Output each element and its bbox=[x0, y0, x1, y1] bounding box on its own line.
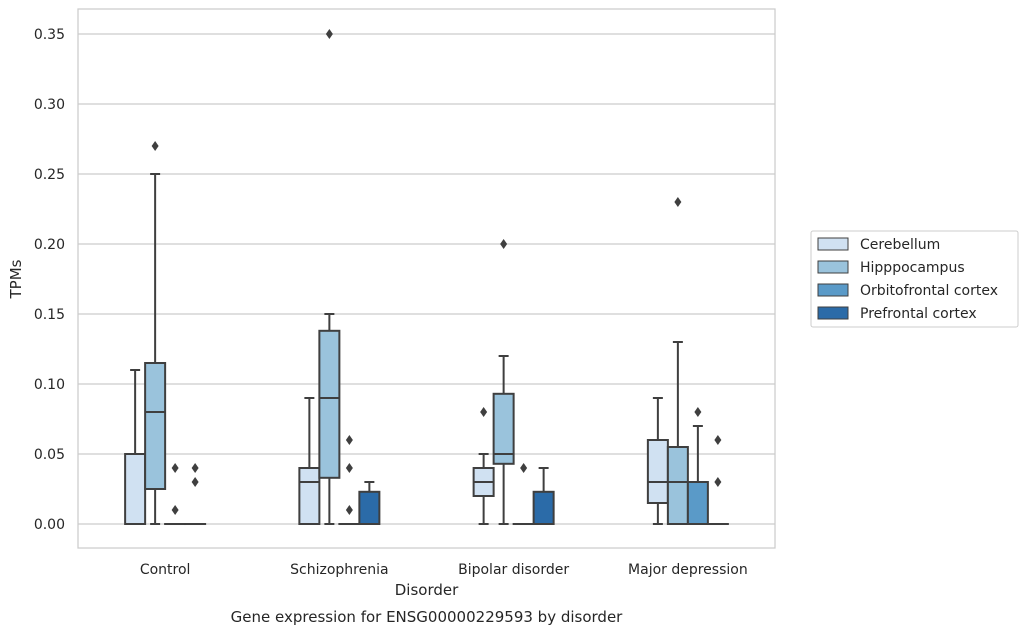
box-hipppocampus bbox=[666, 197, 689, 525]
y-tick-label: 0.10 bbox=[34, 377, 65, 393]
box-body bbox=[358, 490, 381, 525]
box-cerebellum bbox=[124, 369, 147, 525]
outlier-point bbox=[674, 197, 682, 207]
y-tick-label: 0.05 bbox=[34, 447, 65, 463]
legend-label: Prefrontal cortex bbox=[860, 306, 977, 322]
outlier-point bbox=[714, 477, 722, 487]
box-body bbox=[298, 467, 321, 525]
box-hipppocampus bbox=[318, 29, 341, 525]
x-tick-label: Major depression bbox=[628, 562, 748, 578]
outlier-point bbox=[191, 477, 199, 487]
box-body bbox=[124, 453, 147, 525]
outlier-point bbox=[345, 435, 353, 445]
outlier-point bbox=[714, 435, 722, 445]
legend: Cerebellum Hipppocampus Orbitofrontal cort… bbox=[810, 230, 1019, 328]
y-tick-label: 0.20 bbox=[34, 237, 65, 253]
outlier-point bbox=[520, 463, 528, 473]
x-tick-label: Control bbox=[140, 562, 191, 578]
y-tick-label: 0.30 bbox=[34, 97, 65, 113]
chart-caption: Gene expression for ENSG00000229593 by d… bbox=[231, 608, 624, 626]
y-tick-label: 0.00 bbox=[34, 517, 65, 533]
x-axis-label: Disorder bbox=[395, 581, 459, 599]
y-tick-label: 0.35 bbox=[34, 27, 65, 43]
box-plot-series bbox=[124, 29, 729, 526]
y-tick-labels: 0.00 0.05 0.10 0.15 0.20 0.25 0.30 0.35 bbox=[34, 27, 65, 533]
box-body bbox=[532, 490, 555, 525]
legend-label: Hipppocampus bbox=[860, 260, 965, 276]
box-prefrontal-cortex bbox=[358, 481, 381, 525]
box-prefrontal-cortex bbox=[532, 467, 555, 525]
x-tick-labels: Control Schizophrenia Bipolar disorder Majo… bbox=[140, 562, 748, 578]
outlier-point bbox=[171, 463, 179, 473]
y-tick-label: 0.15 bbox=[34, 307, 65, 323]
plot-frame bbox=[77, 8, 776, 549]
legend-frame bbox=[810, 230, 1019, 328]
box-body bbox=[646, 439, 669, 504]
y-gridlines bbox=[78, 33, 775, 525]
box-body bbox=[492, 392, 515, 465]
box-cerebellum bbox=[472, 407, 495, 525]
legend-swatch bbox=[817, 283, 849, 297]
box-hipppocampus bbox=[144, 141, 167, 525]
outlier-point bbox=[171, 505, 179, 515]
box-cerebellum bbox=[298, 397, 321, 525]
box-body bbox=[686, 481, 709, 525]
outlier-point bbox=[345, 505, 353, 515]
outlier-point bbox=[500, 239, 508, 249]
x-tick-label: Schizophrenia bbox=[290, 562, 388, 578]
legend-swatch bbox=[817, 260, 849, 274]
legend-swatch bbox=[817, 306, 849, 320]
outlier-point bbox=[191, 463, 199, 473]
box-orbitofrontal-cortex bbox=[338, 435, 361, 526]
box-body bbox=[318, 329, 341, 479]
legend-swatch bbox=[817, 237, 849, 251]
legend-label: Cerebellum bbox=[860, 237, 940, 253]
box-body bbox=[144, 362, 167, 490]
outlier-point bbox=[694, 407, 702, 417]
outlier-point bbox=[151, 141, 159, 151]
box-orbitofrontal-cortex bbox=[512, 463, 535, 526]
box-cerebellum bbox=[646, 397, 669, 525]
legend-label: Orbitofrontal cortex bbox=[860, 283, 998, 299]
outlier-point bbox=[480, 407, 488, 417]
box-hipppocampus bbox=[492, 239, 515, 525]
outlier-point bbox=[345, 463, 353, 473]
box-prefrontal-cortex bbox=[706, 435, 729, 526]
outlier-point bbox=[325, 29, 333, 39]
box-orbitofrontal-cortex bbox=[686, 407, 709, 525]
y-axis-label: TPMs bbox=[7, 259, 25, 299]
box-prefrontal-cortex bbox=[184, 463, 207, 526]
box-body bbox=[666, 446, 689, 525]
x-tick-label: Bipolar disorder bbox=[458, 562, 569, 578]
y-tick-label: 0.25 bbox=[34, 167, 65, 183]
box-orbitofrontal-cortex bbox=[164, 463, 187, 526]
